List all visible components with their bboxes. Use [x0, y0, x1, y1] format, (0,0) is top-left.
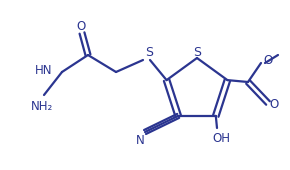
Text: N: N	[136, 133, 144, 147]
Text: S: S	[193, 46, 201, 58]
Text: HN: HN	[35, 64, 52, 76]
Text: O: O	[76, 20, 86, 32]
Text: O: O	[269, 98, 279, 112]
Text: OH: OH	[212, 132, 230, 144]
Text: O: O	[263, 55, 273, 67]
Text: NH₂: NH₂	[31, 99, 53, 113]
Text: S: S	[145, 47, 153, 60]
